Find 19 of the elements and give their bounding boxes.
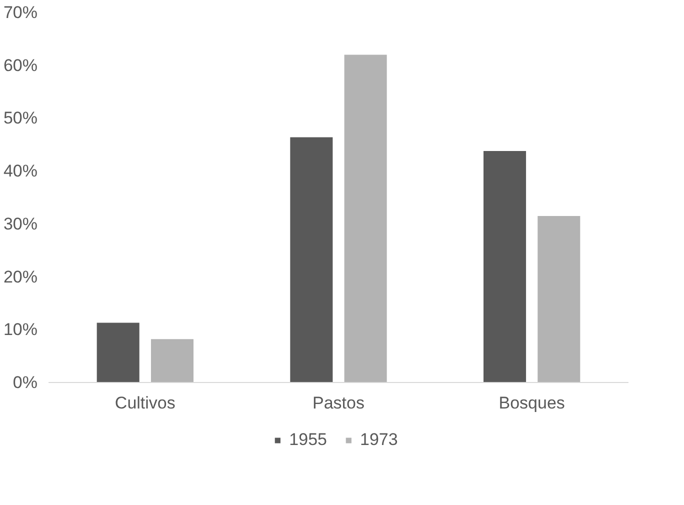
- y-tick-label: 0%: [12, 373, 38, 392]
- y-tick-label: 40%: [3, 162, 38, 181]
- y-tick-label: 70%: [3, 3, 38, 22]
- x-tick-label: Bosques: [498, 394, 565, 412]
- bar: [344, 54, 387, 382]
- bar: [150, 339, 194, 382]
- y-tick-label: 10%: [3, 320, 38, 340]
- bar: [538, 216, 580, 382]
- legend-label: 1973: [360, 430, 398, 450]
- legend-label: 1955: [289, 430, 327, 450]
- bar: [484, 150, 526, 382]
- x-tick-label: Cultivos: [114, 394, 176, 412]
- bar: [96, 322, 140, 382]
- bar: [290, 137, 333, 382]
- x-tick-label: Pastos: [312, 394, 364, 412]
- y-tick-label: 20%: [3, 267, 38, 286]
- y-tick-label: 30%: [3, 214, 38, 234]
- y-tick-label: 50%: [3, 108, 38, 128]
- y-tick-label: 60%: [3, 56, 38, 75]
